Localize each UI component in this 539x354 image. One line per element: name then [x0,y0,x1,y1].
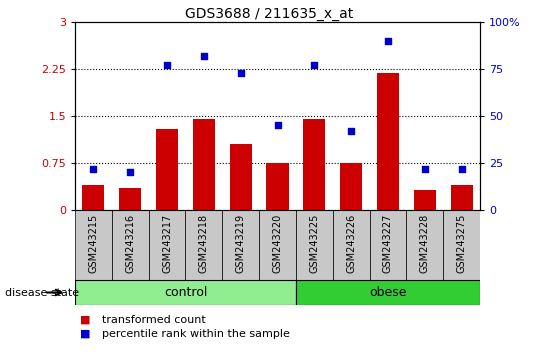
Bar [230,144,252,210]
Point [126,170,135,175]
Text: GSM243227: GSM243227 [383,213,393,273]
Text: ■: ■ [80,315,91,325]
Bar [75,210,112,280]
Text: GSM243275: GSM243275 [457,213,467,273]
Text: GSM243220: GSM243220 [273,213,282,273]
Point [163,62,171,68]
Text: GDS3688 / 211635_x_at: GDS3688 / 211635_x_at [185,7,354,21]
Text: GSM243225: GSM243225 [309,213,319,273]
Bar [222,210,259,280]
Bar [414,190,436,210]
Text: disease state: disease state [5,287,80,297]
Bar [82,185,105,210]
Text: GSM243219: GSM243219 [236,213,246,273]
Bar [296,210,333,280]
Point [89,166,98,171]
Bar [112,210,149,280]
Text: GSM243215: GSM243215 [88,213,99,273]
Text: transformed count: transformed count [102,315,206,325]
Bar [451,185,473,210]
Bar [296,280,480,305]
Point [384,38,392,44]
Point [457,166,466,171]
Text: obese: obese [369,286,407,299]
Text: GSM243217: GSM243217 [162,213,172,273]
Bar [303,119,326,210]
Point [347,128,355,134]
Bar [185,210,222,280]
Point [420,166,429,171]
Bar [333,210,370,280]
Text: GSM243226: GSM243226 [346,213,356,273]
Bar [443,210,480,280]
Bar [156,129,178,210]
Bar [370,210,406,280]
Text: ■: ■ [80,329,91,339]
Bar [340,163,362,210]
Bar [119,188,141,210]
Bar [377,73,399,210]
Bar [149,210,185,280]
Text: GSM243216: GSM243216 [125,213,135,273]
Text: GSM243218: GSM243218 [199,213,209,273]
Bar [259,210,296,280]
Bar [193,119,215,210]
Bar [266,163,288,210]
Text: percentile rank within the sample: percentile rank within the sample [102,329,290,339]
Point [237,70,245,76]
Point [273,122,282,128]
Text: control: control [164,286,207,299]
Bar [75,280,296,305]
Text: GSM243228: GSM243228 [420,213,430,273]
Point [310,62,319,68]
Bar [406,210,443,280]
Point [199,53,208,59]
